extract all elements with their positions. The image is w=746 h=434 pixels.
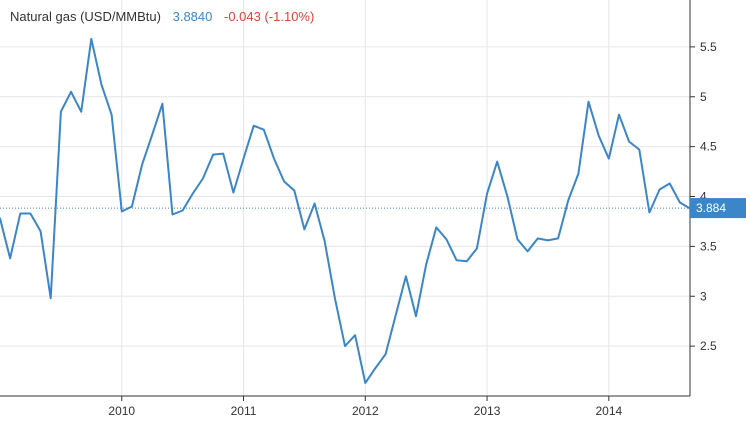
- data-point: [222, 152, 224, 154]
- data-point: [151, 134, 153, 136]
- data-point: [506, 195, 508, 197]
- data-point: [557, 237, 559, 239]
- data-point: [669, 182, 671, 184]
- data-point: [395, 314, 397, 316]
- data-point: [324, 240, 326, 242]
- data-point: [405, 275, 407, 277]
- x-tick-label: 2010: [108, 404, 135, 418]
- data-point: [344, 345, 346, 347]
- data-point: [415, 315, 417, 317]
- x-tick-label: 2014: [595, 404, 622, 418]
- data-point: [50, 297, 52, 299]
- data-point: [192, 192, 194, 194]
- grid: [0, 0, 690, 396]
- data-point: [263, 129, 265, 131]
- data-point: [242, 157, 244, 159]
- data-point: [131, 205, 133, 207]
- data-point: [29, 212, 31, 214]
- overlay: 3.884: [0, 198, 746, 219]
- data-point: [212, 153, 214, 155]
- data-point: [648, 211, 650, 213]
- y-tick-label: 4: [700, 190, 707, 204]
- current-value-label: 3.884: [696, 201, 726, 215]
- data-point: [253, 125, 255, 127]
- data-point: [283, 180, 285, 182]
- data-point: [19, 212, 21, 214]
- data-point: [537, 237, 539, 239]
- data-point: [273, 157, 275, 159]
- data-point: [110, 114, 112, 116]
- data-point: [577, 172, 579, 174]
- data-point: [567, 199, 569, 201]
- data-point: [364, 382, 366, 384]
- data-point: [141, 163, 143, 165]
- data-point: [516, 238, 518, 240]
- data-point: [121, 210, 123, 212]
- chart-header: Natural gas (USD/MMBtu) 3.8840 -0.043 (-…: [10, 9, 314, 24]
- data-point: [334, 297, 336, 299]
- data-point: [638, 148, 640, 150]
- y-tick-label: 5: [700, 90, 707, 104]
- data-point: [232, 191, 234, 193]
- data-point: [60, 111, 62, 113]
- data-point: [526, 250, 528, 252]
- data-point: [303, 228, 305, 230]
- data-point: [90, 38, 92, 40]
- data-point: [608, 157, 610, 159]
- x-tick-label: 2011: [231, 404, 257, 418]
- current-value-badge: [690, 198, 746, 219]
- data-point: [658, 188, 660, 190]
- series-line: [0, 37, 691, 384]
- data-point: [384, 353, 386, 355]
- data-point: [476, 247, 478, 249]
- data-point: [354, 334, 356, 336]
- axes: 2.5 3 3.5 4 4.5 5 5.5 2010 2011 2012 2013 2014: [0, 0, 717, 418]
- data-point: [445, 238, 447, 240]
- y-tick-label: 4.5: [700, 140, 717, 154]
- data-point: [202, 177, 204, 179]
- data-point: [679, 201, 681, 203]
- current-price: 3.8840: [172, 9, 213, 24]
- data-point: [628, 140, 630, 142]
- price-change: -0.043 (-1.10%): [224, 9, 315, 24]
- x-tick-label: 2013: [474, 404, 501, 418]
- data-point: [547, 239, 549, 241]
- data-point: [466, 260, 468, 262]
- data-point: [435, 226, 437, 228]
- data-point: [486, 192, 488, 194]
- data-point: [181, 209, 183, 211]
- data-point: [587, 101, 589, 103]
- data-point: [293, 189, 295, 191]
- x-tick-label: 2012: [352, 404, 379, 418]
- data-point: [313, 202, 315, 204]
- data-point: [9, 257, 11, 259]
- y-tick-label: 5.5: [700, 40, 717, 54]
- series: [0, 37, 691, 384]
- data-point: [455, 259, 457, 261]
- data-point: [374, 367, 376, 369]
- y-tick-label: 3: [700, 289, 707, 303]
- y-tick-label: 3.5: [700, 239, 717, 253]
- data-point: [171, 213, 173, 215]
- data-point: [161, 103, 163, 105]
- data-point: [496, 160, 498, 162]
- data-point: [100, 84, 102, 86]
- data-point: [425, 263, 427, 265]
- data-point: [70, 91, 72, 93]
- chart-title: Natural gas (USD/MMBtu): [10, 9, 161, 24]
- data-point: [618, 114, 620, 116]
- data-point: [39, 230, 41, 232]
- data-point: [598, 135, 600, 137]
- data-point: [80, 111, 82, 113]
- y-tick-label: 2.5: [700, 339, 717, 353]
